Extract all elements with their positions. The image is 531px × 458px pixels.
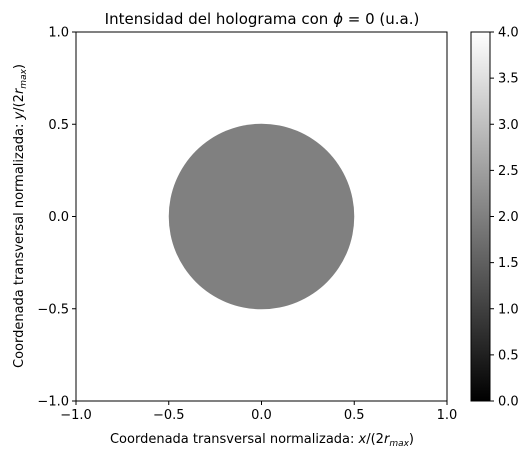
- colorbar-tick-label: 0.5: [498, 348, 519, 363]
- colorbar: [470, 31, 491, 402]
- x-tick-label: −1.0: [60, 408, 92, 423]
- colorbar-tick-label: 4.0: [498, 26, 519, 41]
- x-axis-ticks: −1.0 −0.5 0.0 0.5 1.0: [60, 401, 457, 423]
- y-axis-ticks: −1.0 −0.5 0.0 0.5 1.0: [37, 26, 76, 410]
- colorbar-tick-label: 1.5: [498, 256, 519, 271]
- hologram-disk: [168, 123, 355, 310]
- y-tick-label: 1.0: [48, 26, 69, 41]
- colorbar-tick-label: 3.5: [498, 72, 519, 87]
- y-tick-label: 0.0: [48, 210, 69, 225]
- chart-title: Intensidad del holograma con ϕ = 0 (u.a.…: [105, 10, 420, 28]
- x-tick-label: −0.5: [153, 408, 185, 423]
- x-tick-label: 0.0: [251, 408, 272, 423]
- colorbar-tick-label: 3.0: [498, 118, 519, 133]
- x-tick-label: 1.0: [437, 408, 458, 423]
- colorbar-ticks: 0.0 0.5 1.0 1.5 2.0 2.5 3.0 3.5 4.0: [490, 26, 519, 410]
- y-tick-label: 0.5: [48, 118, 69, 133]
- x-axis-label: Coordenada transversal normalizada: x/(2…: [110, 432, 414, 449]
- y-tick-label: −0.5: [37, 302, 69, 317]
- colorbar-tick-label: 0.0: [498, 395, 519, 410]
- y-axis-label: Coordenada transversal normalizada: y/(2…: [12, 64, 29, 368]
- colorbar-tick-label: 2.0: [498, 210, 519, 225]
- colorbar-tick-label: 1.0: [498, 302, 519, 317]
- y-tick-label: −1.0: [37, 395, 69, 410]
- x-tick-label: 0.5: [344, 408, 365, 423]
- colorbar-tick-label: 2.5: [498, 164, 519, 179]
